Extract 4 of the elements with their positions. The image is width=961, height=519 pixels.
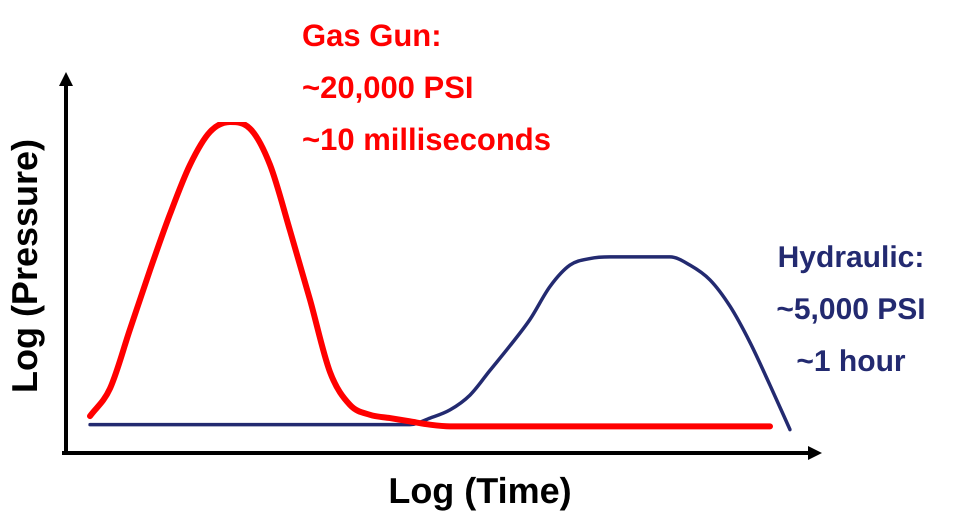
annotation: Hydraulic: ~5,000 PSI ~1 hour xyxy=(775,240,927,380)
annotation: Gas Gun: ~20,000 PSI ~10 milliseconds xyxy=(302,17,551,159)
y-axis-title: Log (Pressure) xyxy=(4,138,46,396)
x-axis-title: Log (Time) xyxy=(387,470,573,512)
